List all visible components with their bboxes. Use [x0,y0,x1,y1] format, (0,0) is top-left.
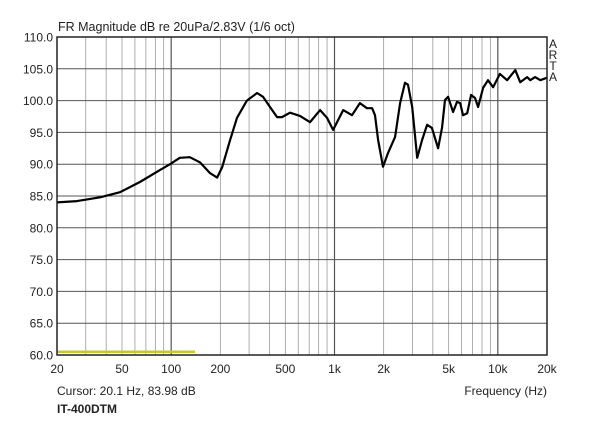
y-tick-label: 90.0 [30,158,54,172]
x-tick-label: 5k [442,362,456,376]
y-tick-label: 85.0 [30,190,54,204]
cursor-readout[interactable]: Cursor: 20.1 Hz, 83.98 dB [57,384,196,398]
x-tick-label: 10k [488,362,508,376]
arta-letter: A [549,70,557,84]
y-tick-labels: 60.0 65.0 70.0 75.0 80.0 85.0 90.0 95.0 100.0 105… [23,31,53,363]
x-tick-label: 500 [275,362,295,376]
y-tick-label: 105.0 [23,62,53,76]
x-tick-label: 1k [328,362,342,376]
x-tick-label: 200 [210,362,230,376]
x-tick-label: 50 [115,362,129,376]
arta-letter: A [549,37,557,51]
y-tick-label: 75.0 [30,253,54,267]
y-tick-label: 70.0 [30,285,54,299]
y-tick-label: 95.0 [30,126,54,140]
device-name: IT-400DTM [57,402,117,416]
x-tick-label: 20 [50,362,64,376]
x-axis-label: Frequency (Hz) [464,384,547,398]
plot-frame [56,36,548,356]
x-tick-label: 20k [537,362,557,376]
y-tick-label: 80.0 [30,221,54,235]
chart-title: FR Magnitude dB re 20uPa/2.83V (1/6 oct) [58,20,295,34]
x-tick-label: 2k [377,362,391,376]
y-tick-label: 60.0 [30,349,54,363]
y-tick-label: 110.0 [24,31,53,45]
grid [56,36,548,356]
series-group [56,68,548,354]
y-tick-label: 100.0 [23,94,53,108]
y-tick-label: 65.0 [30,317,54,331]
x-tick-label: 100 [161,362,181,376]
arta-letter: T [549,59,557,73]
frequency-response-curve [56,68,548,204]
x-tick-labels: 20 50 100 200 500 1k 2k 5k 10k 20k [50,362,557,376]
arta-letter: R [549,48,558,62]
